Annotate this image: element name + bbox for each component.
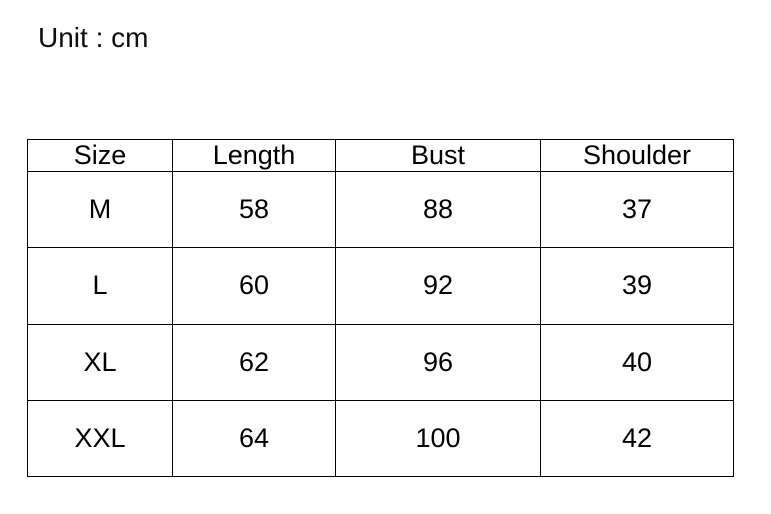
cell-xxl-shoulder: 42	[540, 399, 734, 478]
table-row-xl: XL 62 96 40	[27, 323, 734, 401]
cell-xxl-size: XXL	[27, 399, 173, 478]
cell-l-length: 60	[172, 247, 336, 325]
col-header-bust: Bust	[335, 139, 541, 172]
cell-m-length: 58	[172, 170, 336, 249]
cell-l-size: L	[27, 247, 173, 325]
cell-xl-bust: 96	[335, 323, 541, 401]
cell-m-bust: 88	[335, 170, 541, 249]
table-row-m: M 58 88 37	[27, 170, 734, 249]
table-row-xxl: XXL 64 100 42	[27, 399, 734, 478]
cell-m-size: M	[27, 170, 173, 249]
unit-label: Unit : cm	[38, 22, 149, 53]
cell-xl-length: 62	[172, 323, 336, 401]
cell-m-shoulder: 37	[540, 170, 734, 249]
cell-xxl-length: 64	[172, 399, 336, 478]
size-chart-table: Size Length Bust Shoulder M 58 88 37 L 6…	[27, 139, 734, 478]
cell-xl-size: XL	[27, 323, 173, 401]
cell-xxl-bust: 100	[335, 399, 541, 478]
cell-xl-shoulder: 40	[540, 323, 734, 401]
header-row: Size Length Bust Shoulder	[27, 139, 734, 172]
col-header-length: Length	[172, 139, 336, 172]
col-header-shoulder: Shoulder	[540, 139, 734, 172]
col-header-size: Size	[27, 139, 173, 172]
cell-l-shoulder: 39	[540, 247, 734, 325]
cell-l-bust: 92	[335, 247, 541, 325]
table-row-l: L 60 92 39	[27, 247, 734, 325]
